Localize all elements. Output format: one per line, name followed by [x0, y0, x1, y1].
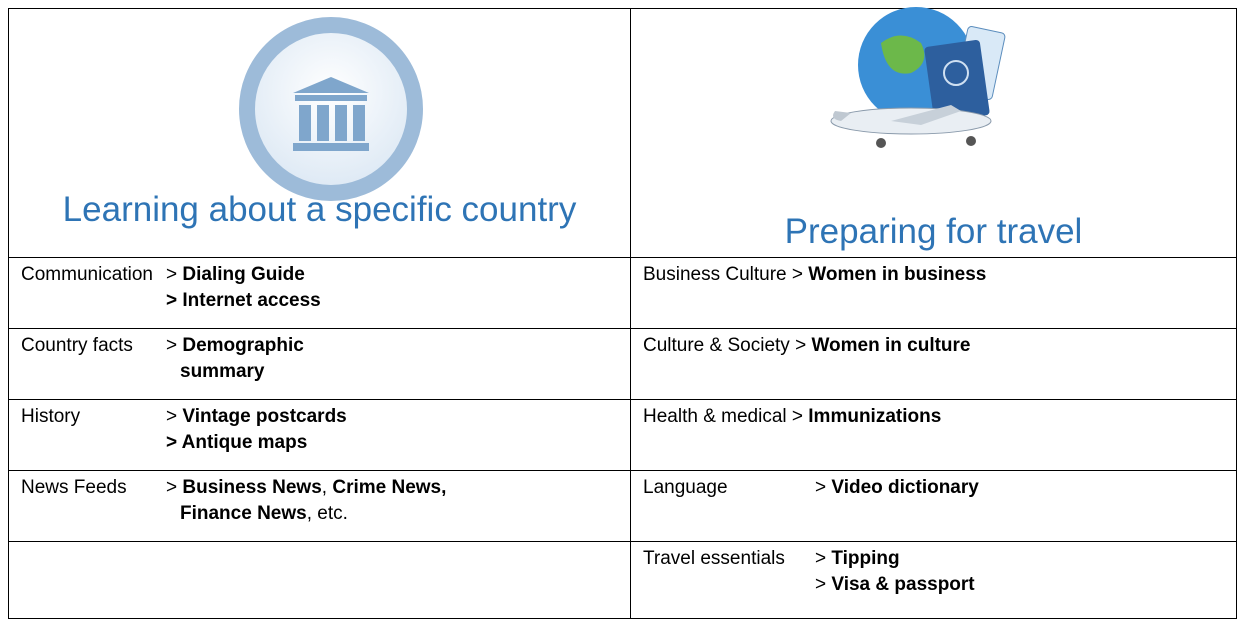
text: >: [815, 477, 832, 498]
table-cell: Culture & Society > Women in culture: [630, 328, 1237, 400]
table-row: History > Vintage postcards > Antique maps…: [8, 399, 1237, 471]
cell-lines: > Business News, Crime News, Finance News…: [166, 475, 446, 527]
cell-lines: Culture & Society > Women in culture: [643, 333, 971, 359]
table-cell: Communication > Dialing Guide > Internet a…: [8, 257, 631, 329]
bold-text: Video dictionary: [831, 477, 979, 498]
text: Health & medical >: [643, 406, 809, 427]
text: >: [815, 574, 832, 595]
cell-content: Country facts > Demographic summary: [21, 333, 618, 385]
bold-text: Crime News,: [332, 477, 447, 498]
cell-lines: > Demographic summary: [166, 333, 304, 385]
cell-lines: > Dialing Guide > Internet access: [166, 262, 321, 314]
cell-lines: > Tipping > Visa & passport: [815, 546, 975, 598]
cell-label: History: [21, 406, 81, 427]
cell-line: > Demographic: [166, 333, 304, 359]
bold-text: Finance News: [180, 503, 307, 524]
table-row: Country facts > Demographic summary Culture…: [8, 328, 1237, 400]
right-title: Preparing for travel: [784, 212, 1083, 251]
bold-text: Dialing Guide: [182, 264, 305, 285]
cell-lines: > Video dictionary: [815, 475, 979, 501]
cell-label: Country facts: [21, 335, 133, 356]
cell-content: Business Culture > Women in business: [643, 262, 1224, 288]
cell-line: > Business News, Crime News,: [166, 475, 446, 501]
cell-label: Travel essentials: [643, 548, 785, 569]
cell-label: News Feeds: [21, 477, 127, 498]
bold-text: Women in culture: [811, 335, 971, 356]
text: , etc.: [306, 503, 348, 524]
bold-text: Immunizations: [808, 406, 942, 427]
bold-text: > Internet access: [166, 290, 321, 311]
museum-icon: [239, 17, 423, 201]
text: >: [166, 335, 183, 356]
text: >: [166, 477, 183, 498]
cell-line: > Dialing Guide: [166, 262, 321, 288]
cell-label: Communication: [21, 264, 153, 285]
cell-lines: Health & medical > Immunizations: [643, 404, 941, 430]
cell-line: > Tipping: [815, 546, 975, 572]
header-right: Preparing for travel: [630, 7, 1237, 258]
cell-line: > Internet access: [166, 288, 321, 314]
cell-line: Culture & Society > Women in culture: [643, 333, 971, 359]
header-row: Learning about a specific country Prepar…: [8, 7, 1237, 258]
cell-line: > Vintage postcards: [166, 404, 347, 430]
text: >: [166, 406, 183, 427]
cell-content: News Feeds > Business News, Crime News, Fi…: [21, 475, 618, 527]
bold-text: Women in business: [808, 264, 987, 285]
cell-content: History > Vintage postcards > Antique maps: [21, 404, 618, 456]
cell-line: > Video dictionary: [815, 475, 979, 501]
bold-text: Demographic: [182, 335, 304, 356]
topic-table: Learning about a specific country Prepar…: [8, 7, 1237, 619]
cell-line: Health & medical > Immunizations: [643, 404, 941, 430]
travel-icon: [830, 7, 1006, 148]
cell-label: Language: [643, 477, 728, 498]
cell-line: > Antique maps: [166, 430, 347, 456]
bold-text: Tipping: [831, 548, 900, 569]
table-row: Communication > Dialing Guide > Internet a…: [8, 257, 1237, 329]
bold-text: summary: [180, 361, 265, 382]
text: ,: [321, 477, 333, 498]
table-cell: News Feeds > Business News, Crime News, Fi…: [8, 470, 631, 542]
table-cell: Country facts > Demographic summary: [8, 328, 631, 400]
table-cell: Language > Video dictionary: [630, 470, 1237, 542]
text: >: [166, 264, 183, 285]
table-cell: History > Vintage postcards > Antique maps: [8, 399, 631, 471]
bold-text: > Antique maps: [166, 432, 308, 453]
bold-text: Vintage postcards: [182, 406, 347, 427]
cell-lines: Business Culture > Women in business: [643, 262, 986, 288]
cell-line: Business Culture > Women in business: [643, 262, 986, 288]
table-cell: Travel essentials > Tipping > Visa & passp…: [630, 541, 1237, 619]
bold-text: Business News: [182, 477, 322, 498]
cell-content: Culture & Society > Women in culture: [643, 333, 1224, 359]
table-row: News Feeds > Business News, Crime News, Fi…: [8, 470, 1237, 542]
cell-content: Language > Video dictionary: [643, 475, 1224, 501]
text: Culture & Society >: [643, 335, 812, 356]
cell-line: > Visa & passport: [815, 572, 975, 598]
cell-line: Finance News, etc.: [166, 501, 446, 527]
table-cell: Health & medical > Immunizations: [630, 399, 1237, 471]
cell-line: summary: [166, 359, 304, 385]
table-cell: Business Culture > Women in business: [630, 257, 1237, 329]
table-cell: [8, 541, 631, 619]
table-row: Travel essentials > Tipping > Visa & passp…: [8, 541, 1237, 619]
header-left: Learning about a specific country: [8, 8, 631, 258]
cell-content: Communication > Dialing Guide > Internet a…: [21, 262, 618, 314]
cell-content: Health & medical > Immunizations: [643, 404, 1224, 430]
cell-lines: > Vintage postcards > Antique maps: [166, 404, 347, 456]
text: >: [815, 548, 832, 569]
bold-text: Visa & passport: [831, 574, 975, 595]
text: Business Culture >: [643, 264, 809, 285]
cell-content: Travel essentials > Tipping > Visa & passp…: [643, 546, 1224, 598]
left-title: Learning about a specific country: [62, 190, 577, 229]
